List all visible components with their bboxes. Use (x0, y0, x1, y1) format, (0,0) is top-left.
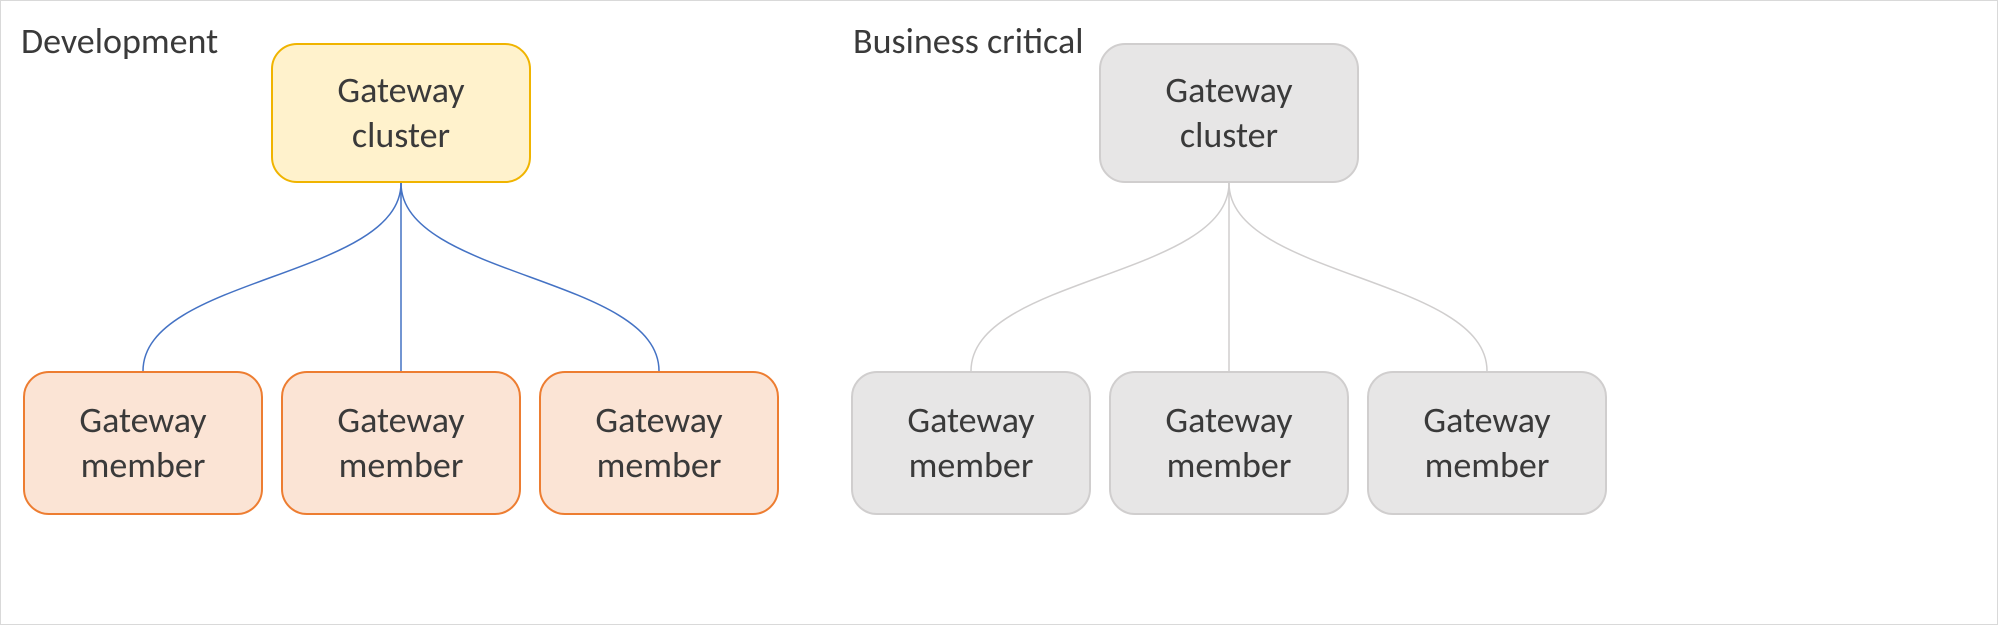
gateway-member-label-line1: Gateway (907, 398, 1034, 443)
section-title-business-critical: Business critical (853, 19, 1083, 63)
gateway-member-label-line2: member (1425, 443, 1550, 488)
gateway-member-label-line1: Gateway (1423, 398, 1550, 443)
gateway-member-node: Gateway member (851, 371, 1091, 515)
gateway-cluster-label-line2: cluster (352, 113, 450, 158)
gateway-member-node: Gateway member (1367, 371, 1607, 515)
gateway-member-label-line2: member (597, 443, 722, 488)
gateway-member-label-line2: member (1167, 443, 1292, 488)
gateway-cluster-node-businesscritical: Gateway cluster (1099, 43, 1359, 183)
gateway-member-label-line1: Gateway (595, 398, 722, 443)
section-title-development: Development (21, 19, 218, 63)
gateway-cluster-label-line2: cluster (1180, 113, 1278, 158)
gateway-cluster-label-line1: Gateway (337, 68, 464, 113)
gateway-member-label-line2: member (909, 443, 1034, 488)
gateway-member-label-line2: member (81, 443, 206, 488)
gateway-member-node: Gateway member (23, 371, 263, 515)
gateway-member-node: Gateway member (1109, 371, 1349, 515)
gateway-member-node: Gateway member (539, 371, 779, 515)
gateway-member-label-line1: Gateway (79, 398, 206, 443)
gateway-cluster-node-development: Gateway cluster (271, 43, 531, 183)
gateway-member-label-line1: Gateway (1165, 398, 1292, 443)
gateway-member-node: Gateway member (281, 371, 521, 515)
gateway-cluster-label-line1: Gateway (1165, 68, 1292, 113)
gateway-member-label-line1: Gateway (337, 398, 464, 443)
gateway-member-label-line2: member (339, 443, 464, 488)
diagram-canvas: Development Business critical Gateway cl… (0, 0, 1998, 625)
